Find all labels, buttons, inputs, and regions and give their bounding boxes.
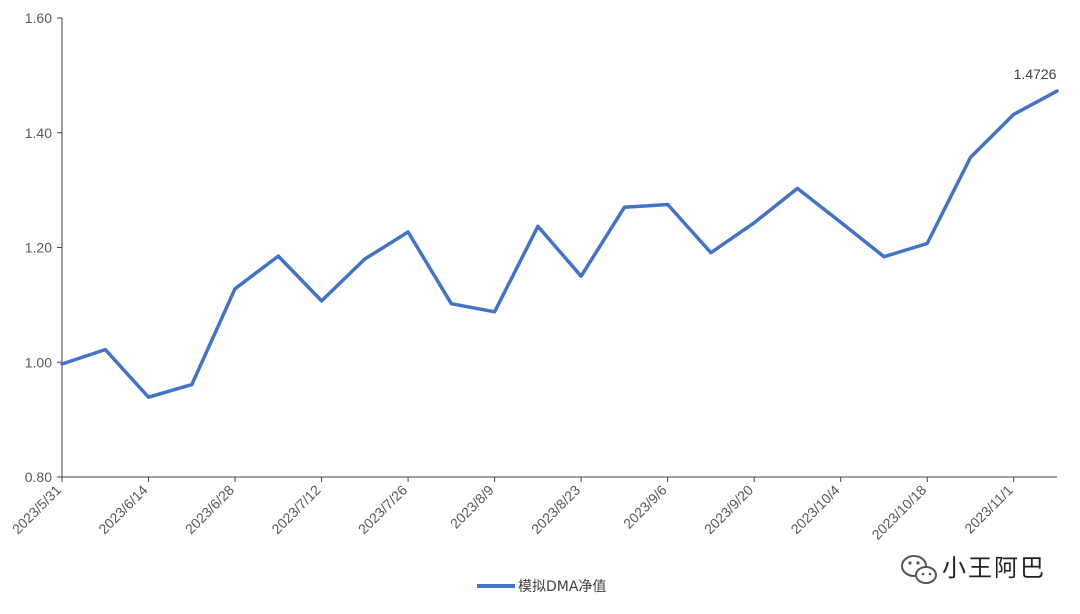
x-tick-label: 2023/11/1 (961, 482, 1016, 537)
data-point (579, 275, 583, 278)
y-tick-label: 1.40 (25, 125, 52, 141)
data-point (623, 206, 626, 209)
chart-axes (61, 18, 1057, 478)
x-tick-label: 2023/9/6 (620, 482, 670, 532)
y-tick-label: 0.80 (25, 469, 52, 485)
data-point (233, 287, 237, 290)
x-axis-ticks: 2023/5/31 2023/6/14 2023/6/28 2023/7/12 2023… (9, 477, 1016, 543)
x-tick-label: 2023/7/26 (355, 482, 411, 538)
wechat-icon (901, 555, 937, 584)
x-tick-label: 2023/9/20 (701, 482, 757, 538)
series-line (60, 89, 1059, 399)
data-point (1012, 113, 1015, 116)
data-point (60, 362, 64, 366)
data-point (753, 221, 756, 224)
y-axis-ticks: 0.80 1.00 1.20 1.40 1.60 (25, 10, 62, 485)
data-point (882, 255, 886, 258)
x-tick-label: 2023/6/14 (95, 482, 151, 538)
x-tick-label: 2023/6/28 (182, 482, 238, 538)
watermark: 小王阿巴 (901, 554, 1046, 584)
data-point (363, 257, 366, 261)
data-point (493, 310, 496, 313)
y-tick-label: 1.60 (25, 10, 52, 26)
x-tick-label: 2023/10/18 (868, 482, 929, 543)
data-point (104, 348, 107, 351)
chart-annotations: 1.4726 (1014, 66, 1057, 82)
x-tick-label: 2023/7/12 (268, 482, 324, 538)
data-point (406, 230, 410, 234)
y-tick-label: 1.00 (25, 354, 52, 370)
data-point (926, 242, 929, 245)
x-tick-label: 2023/8/23 (528, 482, 584, 538)
x-tick-label: 2023/10/4 (787, 482, 843, 538)
data-point (320, 299, 323, 303)
data-point (839, 221, 842, 224)
data-label: 1.4726 (1014, 66, 1057, 82)
data-point (190, 383, 193, 386)
x-tick-label: 2023/8/9 (447, 482, 497, 532)
data-point (450, 302, 453, 305)
data-point (536, 225, 540, 228)
watermark-text: 小王阿巴 (942, 554, 1046, 582)
data-point (147, 396, 150, 399)
data-point (1055, 89, 1059, 93)
y-tick-label: 1.20 (25, 240, 52, 256)
x-tick-label: 2023/5/31 (9, 482, 65, 538)
chart-legend: 模拟DMA净值 (477, 579, 606, 595)
data-point (666, 203, 669, 206)
data-point (969, 156, 972, 159)
data-point (796, 187, 799, 190)
data-point (709, 251, 713, 254)
legend-label: 模拟DMA净值 (518, 579, 606, 595)
data-point (277, 254, 280, 258)
chart-series (60, 89, 1059, 399)
